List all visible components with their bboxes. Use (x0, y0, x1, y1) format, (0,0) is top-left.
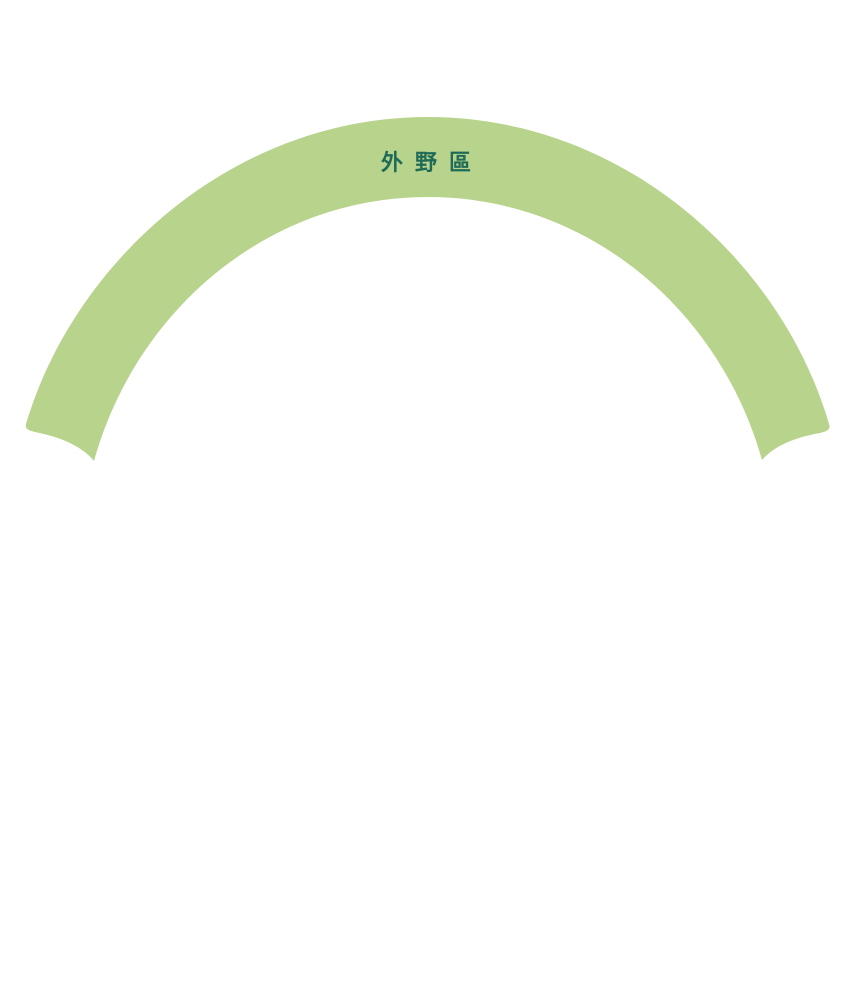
outfield-zone-label: 外野區 (381, 150, 483, 176)
outfield-zone-band[interactable] (25, 117, 830, 461)
